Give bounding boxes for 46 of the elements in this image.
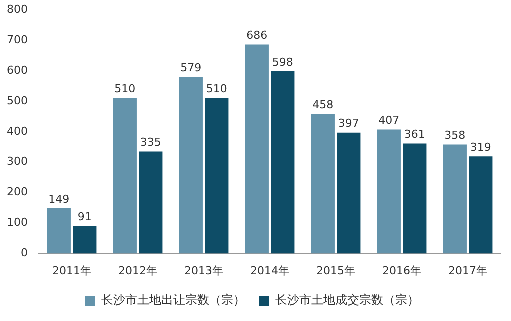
bar xyxy=(337,132,361,254)
data-label: 335 xyxy=(140,136,162,150)
data-label: 458 xyxy=(312,98,334,112)
bar xyxy=(113,98,137,254)
x-tick-label: 2016年 xyxy=(382,264,422,278)
bar xyxy=(245,44,269,254)
data-label: 91 xyxy=(78,210,92,224)
data-label: 319 xyxy=(470,140,492,154)
data-label: 149 xyxy=(48,192,70,206)
y-tick-label: 700 xyxy=(6,33,28,46)
data-label: 361 xyxy=(404,128,426,142)
data-label: 510 xyxy=(114,82,136,96)
bar xyxy=(377,130,401,254)
y-tick-label: 100 xyxy=(6,216,28,230)
x-tick-label: 2015年 xyxy=(316,264,356,278)
data-label: 397 xyxy=(338,117,360,130)
bar xyxy=(311,114,335,254)
x-tick-label: 2011年 xyxy=(52,264,92,278)
data-label: 407 xyxy=(378,114,400,128)
bar xyxy=(469,156,493,254)
y-tick-label: 400 xyxy=(6,124,28,138)
y-tick-label: 600 xyxy=(6,64,28,77)
data-label: 358 xyxy=(444,129,466,142)
data-label: 510 xyxy=(206,82,228,96)
bar xyxy=(47,208,71,254)
data-label: 686 xyxy=(246,29,268,42)
bar xyxy=(403,144,427,254)
data-label: 579 xyxy=(180,62,202,75)
y-tick-label: 200 xyxy=(6,186,28,199)
bar xyxy=(73,226,97,254)
bar xyxy=(179,77,203,254)
bar xyxy=(205,98,229,254)
bar xyxy=(271,72,295,254)
x-tick-label: 2017年 xyxy=(448,264,488,278)
y-tick-label: 800 xyxy=(6,2,28,16)
y-tick-label: 300 xyxy=(6,155,28,168)
bar xyxy=(139,152,163,254)
data-label: 598 xyxy=(272,56,294,69)
legend-label: 长沙市土地出让宗数（宗） xyxy=(102,293,246,308)
bar xyxy=(443,144,467,254)
x-tick-label: 2014年 xyxy=(250,264,290,278)
x-tick-label: 2012年 xyxy=(118,264,158,278)
legend-label: 长沙市土地成交宗数（宗） xyxy=(276,293,420,308)
y-tick-label: 0 xyxy=(20,246,28,260)
x-tick-label: 2013年 xyxy=(184,264,224,278)
y-tick-label: 500 xyxy=(6,94,28,108)
